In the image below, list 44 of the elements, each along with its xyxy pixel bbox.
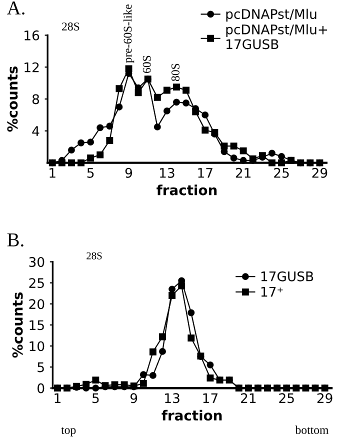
legend-label: 17GUSB bbox=[261, 271, 314, 282]
x-tick-label: 21 bbox=[241, 393, 256, 403]
x-tick-label: 9 bbox=[125, 168, 132, 178]
y-axis-title: %counts bbox=[12, 292, 23, 358]
annotation: 80S bbox=[171, 64, 180, 82]
text: 28S bbox=[62, 22, 80, 30]
legend-label: pcDNAPst/Mlu bbox=[226, 8, 316, 22]
x-tick-label: 17 bbox=[198, 168, 212, 178]
annotation: pre-60S-like bbox=[123, 4, 134, 63]
x-tick-label: 1 bbox=[50, 168, 56, 178]
x-tick-label: 13 bbox=[165, 393, 180, 404]
legend-label: 17⁺ bbox=[261, 286, 283, 297]
x-tick-label: 1 bbox=[54, 393, 60, 403]
x-tick-label: 29 bbox=[312, 168, 328, 178]
legend-label: pcDNAPst/Mlu+ 17GUSB bbox=[226, 24, 328, 50]
y-tick-label: 16 bbox=[24, 30, 40, 40]
x-tick-label: 5 bbox=[87, 168, 94, 178]
x-axis-title: fraction bbox=[162, 410, 222, 421]
x-tick-label: 13 bbox=[160, 168, 174, 178]
x-tick-label: 25 bbox=[279, 393, 294, 404]
y-tick-label: 25 bbox=[29, 278, 44, 288]
y-tick-label: 15 bbox=[30, 320, 44, 330]
y-tick-label: 4 bbox=[32, 126, 40, 136]
x-tick-label: 21 bbox=[236, 168, 251, 178]
y-tick-label: 30 bbox=[29, 257, 44, 267]
x-tick-label: 29 bbox=[317, 393, 332, 404]
text: B. bbox=[7, 234, 24, 247]
x-tick-label: 9 bbox=[130, 393, 138, 404]
annotation: 60S bbox=[142, 56, 151, 73]
y-axis-title: %counts bbox=[7, 66, 18, 132]
y-tick-label: 8 bbox=[32, 94, 40, 104]
text: bottom bbox=[295, 426, 329, 434]
text: A. bbox=[6, 2, 24, 15]
x-tick-label: 17 bbox=[203, 393, 218, 403]
y-tick-label: 0 bbox=[38, 383, 44, 394]
y-tick-label: 10 bbox=[30, 341, 44, 352]
text: top bbox=[61, 427, 76, 436]
x-tick-label: 5 bbox=[92, 393, 99, 404]
x-axis-title: fraction bbox=[156, 184, 217, 196]
x-tick-label: 25 bbox=[274, 168, 289, 178]
y-tick-label: 5 bbox=[38, 362, 44, 372]
y-tick-label: 20 bbox=[29, 299, 44, 310]
y-tick-label: 12 bbox=[24, 62, 39, 72]
text: 28S bbox=[86, 252, 102, 260]
